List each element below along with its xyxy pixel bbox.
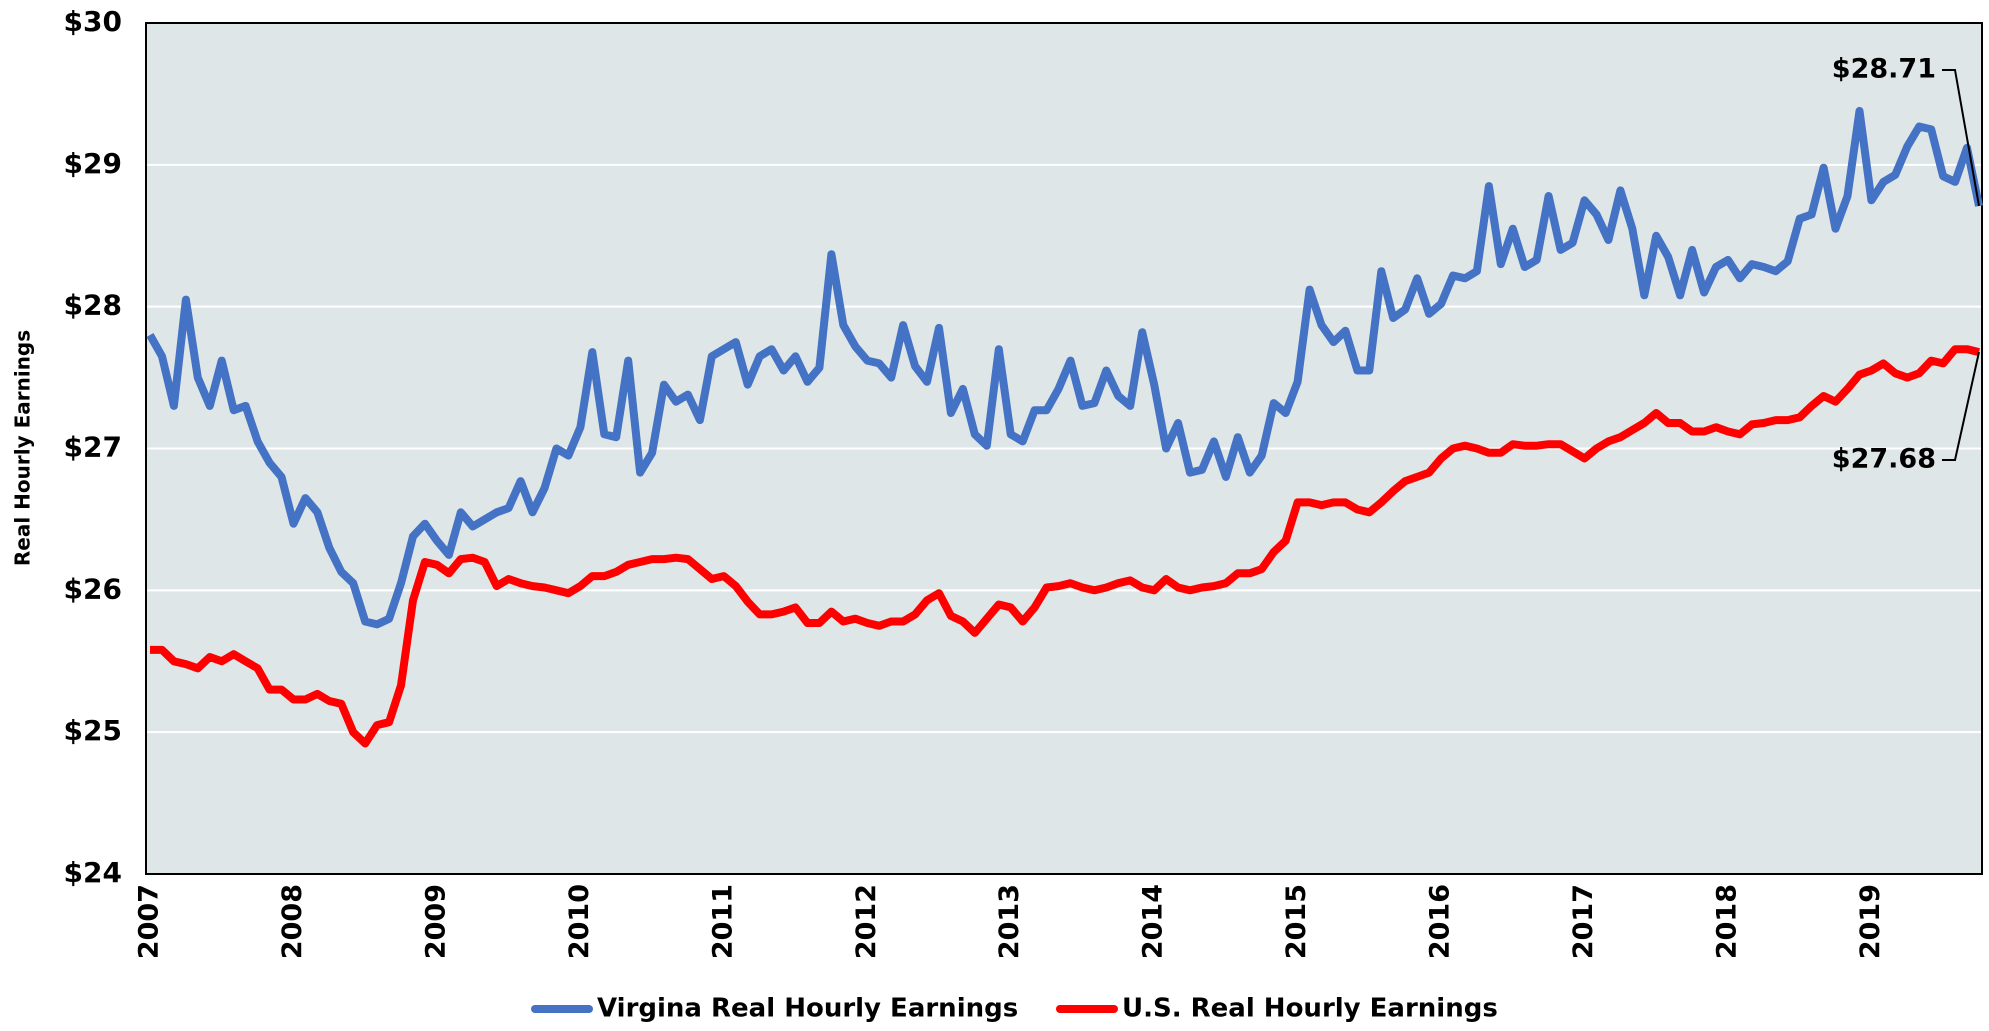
annotation-leader [1942, 351, 1980, 461]
y-tick-label: $30 [64, 5, 122, 38]
x-tick-label: 2013 [994, 884, 1025, 959]
x-tick-label: 2009 [420, 884, 451, 959]
x-tick-label: 2011 [707, 884, 738, 959]
x-tick-label: 2016 [1425, 884, 1456, 959]
x-tick-label: 2017 [1568, 884, 1599, 959]
y-axis-label: Real Hourly Earnings [11, 330, 35, 566]
y-tick-label: $28 [64, 289, 122, 322]
series-line [150, 345, 1980, 748]
annotation-leader [1942, 69, 1980, 207]
legend-label: U.S. Real Hourly Earnings [1122, 994, 1498, 1024]
y-tick-label: $26 [64, 572, 122, 605]
x-tick-label: 2018 [1711, 884, 1742, 959]
x-tick-label: 2015 [1281, 884, 1312, 959]
y-tick-label: $25 [64, 714, 122, 747]
y-tick-label: $29 [64, 147, 122, 180]
annotation: $27.68 [1832, 444, 1936, 475]
x-tick-label: 2014 [1138, 884, 1169, 959]
x-tick-label: 2007 [134, 884, 165, 959]
y-tick-label: $27 [64, 431, 122, 464]
x-tick-label: 2010 [564, 884, 595, 959]
legend-label: Virgina Real Hourly Earnings [597, 994, 1018, 1024]
x-tick-label: 2008 [277, 884, 308, 959]
x-tick-label: 2019 [1855, 884, 1886, 959]
series-line [146, 106, 1983, 629]
y-tick-label: $24 [64, 856, 122, 889]
plot-border [145, 22, 1983, 875]
annotation: $28.71 [1832, 54, 1936, 85]
x-tick-label: 2012 [851, 884, 882, 959]
